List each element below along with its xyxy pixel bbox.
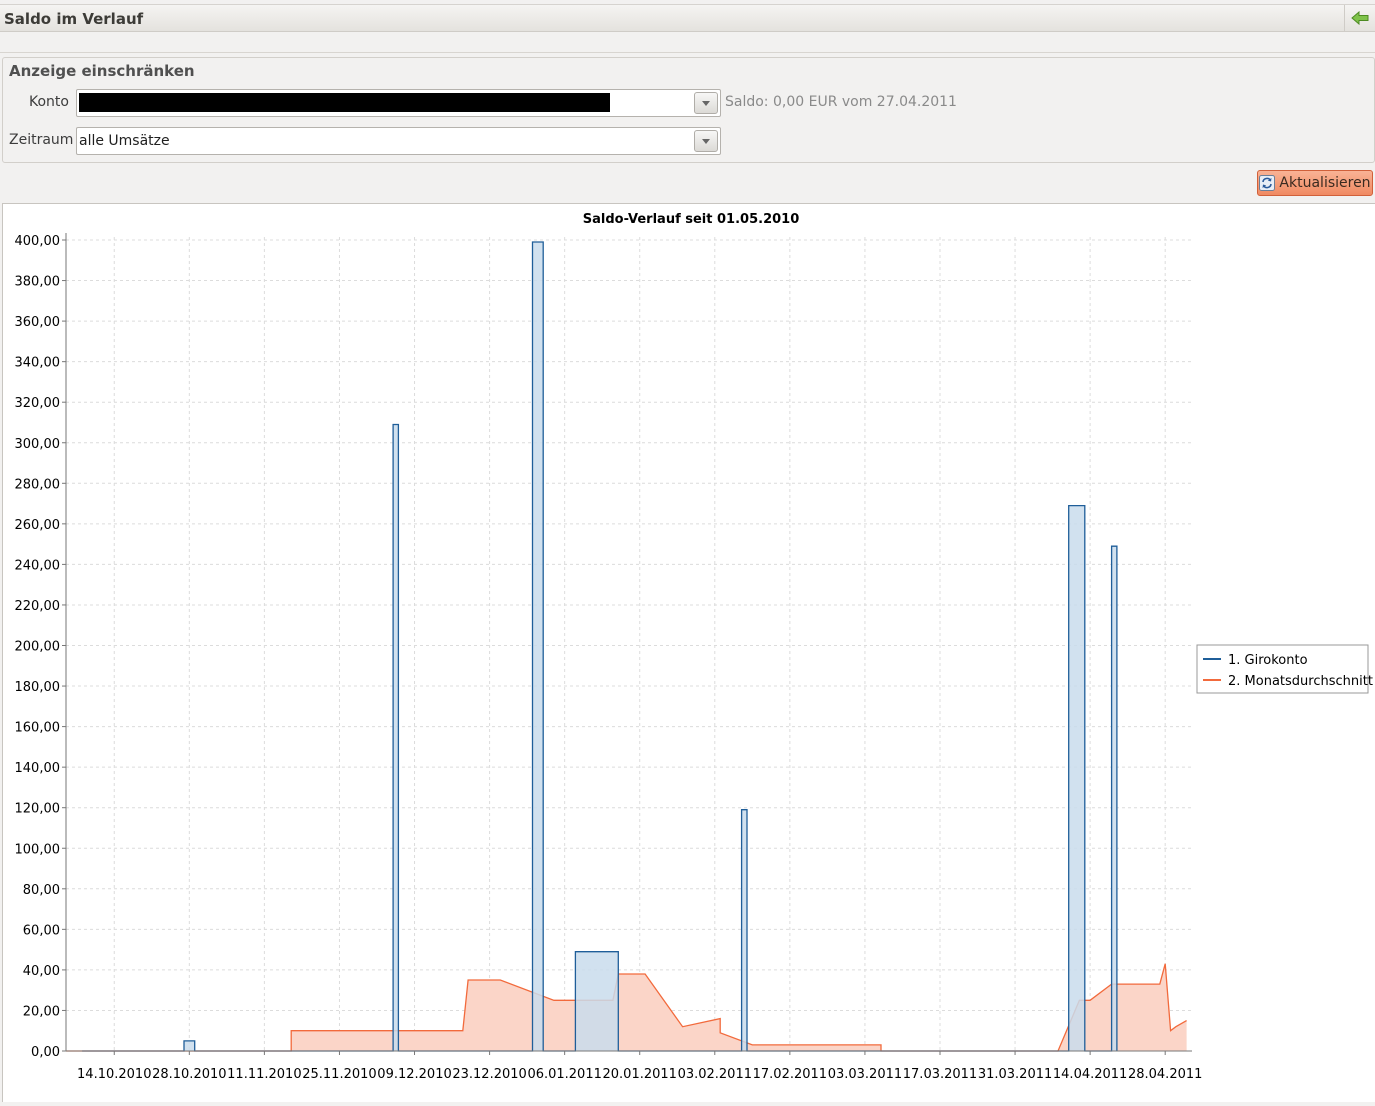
chart-legend (1196, 644, 1369, 694)
x-tick-label: 09.12.2010 (377, 1067, 451, 1082)
saldo-info: Saldo: 0,00 EUR vom 27.04.2011 (725, 94, 957, 110)
y-tick-label: 220,00 (15, 599, 61, 614)
chart-panel: Saldo-Verlauf seit 01.05.2010 0,00 20,00 4… (2, 203, 1375, 1102)
chevron-down-icon[interactable] (694, 92, 718, 114)
zeitraum-select[interactable]: alle Umsätze (76, 127, 721, 155)
x-tick-label: 14.04.2011 (1053, 1067, 1127, 1082)
y-tick-label: 400,00 (15, 234, 61, 249)
y-tick-label: 380,00 (15, 275, 61, 290)
y-tick-label: 280,00 (15, 477, 61, 492)
y-tick-label: 360,00 (15, 315, 61, 330)
zeitraum-label: Zeitraum (9, 132, 74, 148)
separator (0, 52, 1375, 53)
window-title: Saldo im Verlauf (4, 10, 144, 28)
x-tick-label: 14.10.2010 (77, 1067, 151, 1082)
y-tick-label: 180,00 (15, 680, 61, 695)
x-tick-label: 03.02.2011 (678, 1067, 752, 1082)
chart-title: Saldo-Verlauf seit 01.05.2010 (583, 212, 800, 227)
y-tick-label: 340,00 (15, 356, 61, 371)
filter-legend: Anzeige einschränken (9, 62, 195, 80)
chevron-down-icon[interactable] (694, 130, 718, 152)
back-button[interactable] (1344, 5, 1375, 31)
y-tick-label: 40,00 (23, 964, 60, 979)
refresh-button[interactable]: Aktualisieren (1257, 170, 1373, 196)
x-tick-label: 11.11.2010 (227, 1067, 301, 1082)
konto-select[interactable] (76, 89, 721, 117)
x-tick-label: 25.11.2010 (302, 1067, 376, 1082)
konto-redacted-value (79, 93, 610, 112)
y-tick-label: 260,00 (15, 518, 61, 533)
series-area-2 (66, 963, 1187, 1051)
refresh-label: Aktualisieren (1279, 175, 1371, 191)
y-tick-label: 160,00 (15, 721, 61, 736)
x-tick-label: 23.12.2010 (452, 1067, 526, 1082)
y-tick-label: 240,00 (15, 558, 61, 573)
y-tick-label: 120,00 (15, 802, 61, 817)
saldo-chart: Saldo-Verlauf seit 01.05.2010 0,00 20,00 4… (15, 212, 1373, 1082)
y-tick-label: 100,00 (15, 842, 61, 857)
y-tick-label: 200,00 (15, 640, 61, 655)
y-tick-label: 60,00 (23, 923, 60, 938)
refresh-icon (1259, 175, 1276, 191)
y-tick-label: 300,00 (15, 437, 61, 452)
legend-label: 1. Girokonto (1228, 653, 1308, 668)
x-tick-label: 20.01.2011 (603, 1067, 677, 1082)
zeitraum-value: alle Umsätze (79, 133, 170, 149)
x-tick-label: 28.10.2010 (152, 1067, 226, 1082)
title-bar: Saldo im Verlauf (0, 4, 1375, 32)
x-tick-label: 17.02.2011 (753, 1067, 827, 1082)
legend-label: 2. Monatsdurchschnitt (1228, 674, 1373, 689)
green-arrow-left-icon (1351, 11, 1369, 25)
y-tick-label: 20,00 (23, 1004, 60, 1019)
x-tick-label: 28.04.2011 (1128, 1067, 1202, 1082)
y-tick-label: 140,00 (15, 761, 61, 776)
x-tick-label: 17.03.2011 (903, 1067, 977, 1082)
x-tick-label: 31.03.2011 (978, 1067, 1052, 1082)
konto-label: Konto (29, 94, 69, 110)
y-tick-label: 80,00 (23, 883, 60, 898)
x-tick-label: 06.01.2011 (527, 1067, 601, 1082)
series-line-2 (66, 963, 1187, 1052)
y-tick-label: 320,00 (15, 396, 61, 411)
x-tick-label: 03.03.2011 (828, 1067, 902, 1082)
y-tick-label: 0,00 (31, 1045, 60, 1060)
